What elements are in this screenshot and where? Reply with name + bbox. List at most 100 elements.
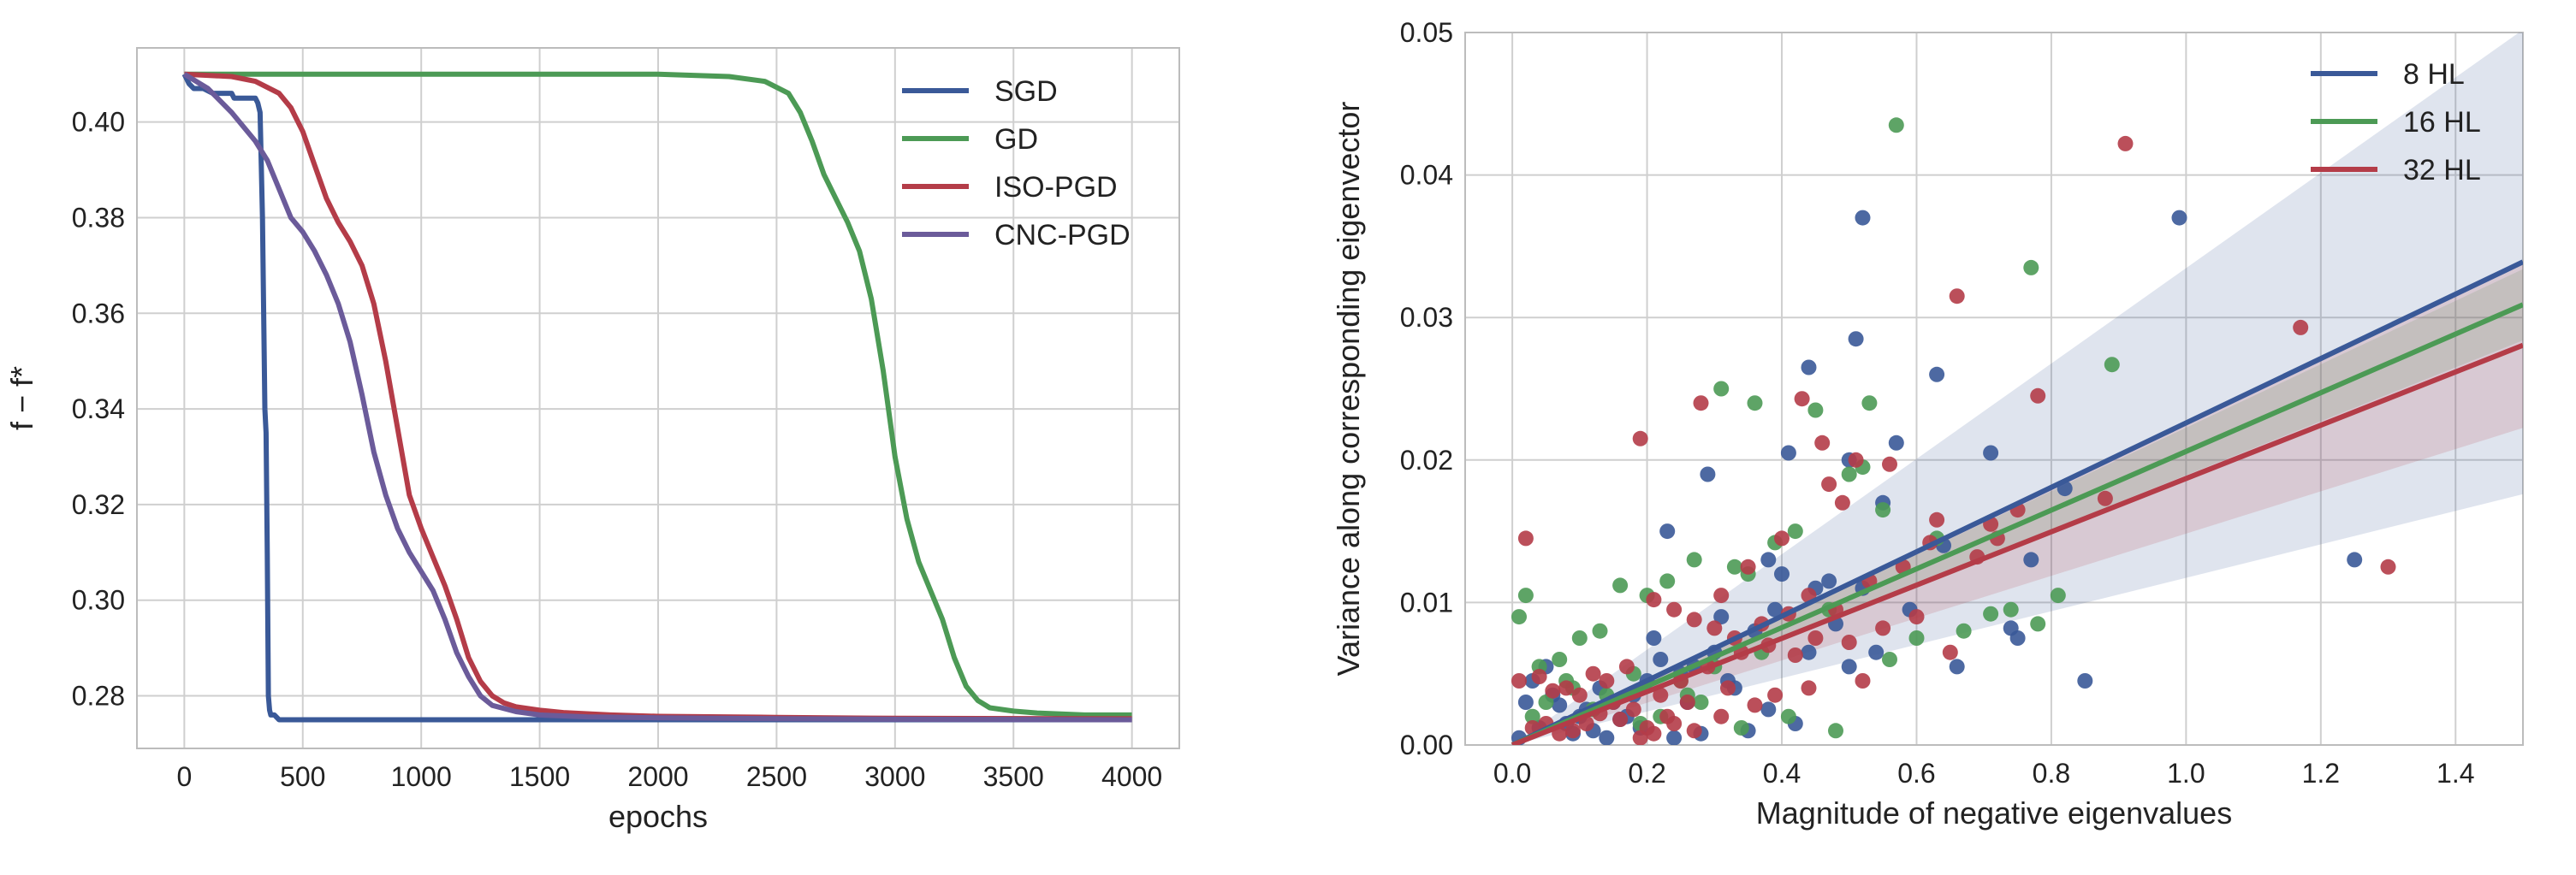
legend-label: ISO-PGD (994, 171, 1118, 204)
line-series-gd (184, 71, 1132, 718)
fit-line-8-hl (1511, 259, 2523, 745)
scatter-point (1821, 476, 1837, 493)
scatter-point (1807, 630, 1824, 646)
scatter-point (1713, 381, 1730, 397)
scatter-point (1558, 680, 1575, 696)
scatter-point (1780, 445, 1796, 461)
legend-label: GD (994, 123, 1038, 156)
x-tick-label: 1.4 (2437, 758, 2474, 789)
line-series-cnc-pgd (182, 72, 1132, 723)
scatter-point (1531, 669, 1547, 684)
scatter-point (1585, 665, 1601, 682)
y-tick-label: 0.38 (72, 202, 125, 233)
scatter-point (1646, 630, 1662, 646)
scatter-point (1774, 530, 1790, 547)
scatter-point (1855, 673, 1871, 689)
scatter-plot-area (1511, 33, 2523, 745)
scatter-point (1875, 620, 1891, 636)
plot-frame (136, 47, 1180, 749)
scatter-point (1861, 395, 1878, 411)
scatter-point (1908, 609, 1925, 625)
scatter-point (1875, 502, 1891, 518)
scatter-point (1511, 673, 1527, 689)
scatter-point (1693, 695, 1709, 710)
scatter-point (2347, 552, 2363, 568)
y-tick-label: 0.01 (1400, 587, 1453, 618)
y-tick-label: 0.05 (1400, 17, 1453, 48)
scatter-point (1983, 606, 1999, 622)
y-tick-label: 0.32 (72, 489, 125, 520)
scatter-point (1956, 623, 1972, 639)
y-tick-label: 0.28 (72, 681, 125, 712)
scatter-point (1780, 708, 1796, 724)
scatter-point (1511, 609, 1527, 625)
confidence-band-8-hl (1512, 33, 2523, 745)
scatter-point (2023, 259, 2039, 275)
scatter-point (1841, 635, 1857, 650)
scatter-point (1841, 466, 1857, 482)
scatter-point (1848, 331, 1864, 347)
scatter-point (2104, 357, 2120, 373)
scatter-point (1659, 573, 1676, 589)
scatter-point (1801, 359, 1817, 375)
scatter-point (1821, 573, 1837, 589)
scatter-point (1929, 511, 1945, 528)
scatter-point (1552, 697, 1568, 713)
scatter-point (2293, 319, 2309, 335)
scatter-point (2117, 135, 2134, 151)
x-tick-label: 0 (176, 761, 192, 792)
scatter-point (1571, 687, 1588, 703)
scatter-point (2050, 588, 2066, 604)
scatter-point (2171, 210, 2187, 226)
x-tick-label: 2500 (746, 761, 807, 792)
scatter-point (1653, 687, 1669, 703)
scatter-point (1713, 708, 1730, 724)
scatter-point (2077, 673, 2093, 689)
scatter-point (1949, 659, 1965, 675)
scatter-point (1666, 730, 1683, 745)
scatter-point (1747, 697, 1763, 713)
scatter-point (1814, 435, 1831, 451)
scatter-point (2030, 616, 2046, 632)
x-tick-label: 2000 (627, 761, 688, 792)
x-tick-label: 1.0 (2167, 758, 2205, 789)
scatter-point (1868, 644, 1885, 660)
scatter-point (1686, 723, 1702, 739)
scatter-point (1517, 695, 1534, 710)
scatter-point (1686, 552, 1702, 568)
scatter-point (1632, 430, 1648, 446)
fit-line-32-hl (1511, 342, 2523, 745)
x-tick-label: 0.8 (2033, 758, 2070, 789)
x-tick-label: 0.0 (1493, 758, 1531, 789)
fit-line-16-hl (1511, 302, 2523, 745)
y-tick-label: 0.02 (1400, 445, 1453, 476)
scatter-point (1612, 577, 1629, 594)
scatter-point (1767, 687, 1784, 703)
legend-label: CNC-PGD (994, 219, 1131, 251)
scatter-point (1787, 523, 1803, 540)
y-tick-label: 0.30 (72, 585, 125, 616)
line-series-iso-pgd (184, 71, 1132, 722)
x-tick-label: 1000 (391, 761, 452, 792)
y-tick-label: 0.04 (1400, 160, 1453, 191)
legend-label: 8 HL (2403, 58, 2465, 91)
scatter-point (1841, 659, 1857, 675)
scatter-point (1882, 652, 1897, 667)
y-tick-label: 0.36 (72, 298, 125, 328)
scatter-point (1565, 723, 1581, 739)
left-chart-loss-curves: 0 500 1000 1500 2000 2500 3000 3500 4000 0.28 0.30… (4, 47, 1180, 834)
scatter-point (1552, 652, 1568, 667)
scatter-point (1774, 566, 1790, 582)
scatter-point (1618, 659, 1635, 675)
legend-label: 32 HL (2403, 154, 2481, 186)
scatter-point (1666, 716, 1683, 731)
scatter-point (1760, 701, 1777, 718)
scatter-point (2380, 559, 2396, 575)
scatter-point (1524, 708, 1540, 724)
y-axis-label: Variance along corresponding eigenvector (1331, 102, 1366, 677)
x-tick-label: 0.4 (1763, 758, 1801, 789)
scatter-point (1720, 680, 1736, 696)
scatter-point (2023, 552, 2039, 568)
scatter-point (1801, 644, 1817, 660)
scatter-point (1747, 395, 1763, 411)
